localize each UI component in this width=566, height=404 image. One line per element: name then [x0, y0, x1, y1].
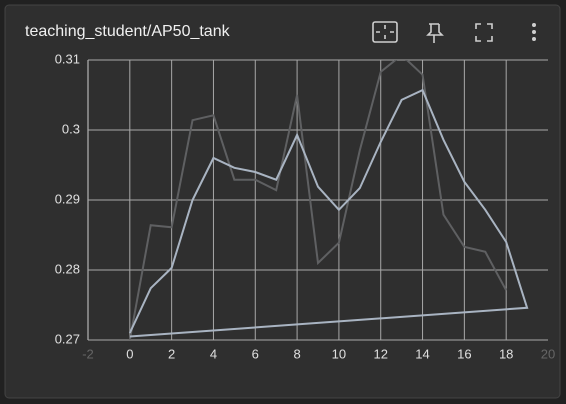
card [4, 4, 561, 399]
chart-title: teaching_student/AP50_tank [25, 23, 231, 40]
fit-domain-button[interactable] [372, 21, 398, 43]
x-tick-label: -2 [82, 346, 94, 361]
fullscreen-button[interactable] [475, 23, 493, 42]
x-tick-label: 18 [499, 346, 513, 361]
line-series [128, 88, 529, 338]
line-series [128, 60, 508, 340]
x-tick-label: 16 [457, 346, 471, 361]
x-tick-label: 20 [541, 346, 555, 361]
y-tick-label: 0.27 [55, 331, 80, 346]
x-tick-label: 6 [252, 346, 259, 361]
y-tick-label: 0.31 [55, 51, 80, 66]
x-tick-label: 14 [415, 346, 429, 361]
x-tick-label: 12 [373, 346, 387, 361]
x-tick-label: 8 [293, 346, 300, 361]
x-tick-label: 10 [332, 346, 346, 361]
y-tick-label: 0.3 [62, 121, 80, 136]
x-tick-label: 0 [126, 346, 133, 361]
menu-button[interactable] [532, 23, 536, 41]
y-tick-label: 0.28 [55, 261, 80, 276]
x-tick-label: 2 [168, 346, 175, 361]
pin-button[interactable] [426, 23, 444, 43]
x-tick-label: 4 [210, 346, 217, 361]
y-tick-label: 0.29 [55, 191, 80, 206]
